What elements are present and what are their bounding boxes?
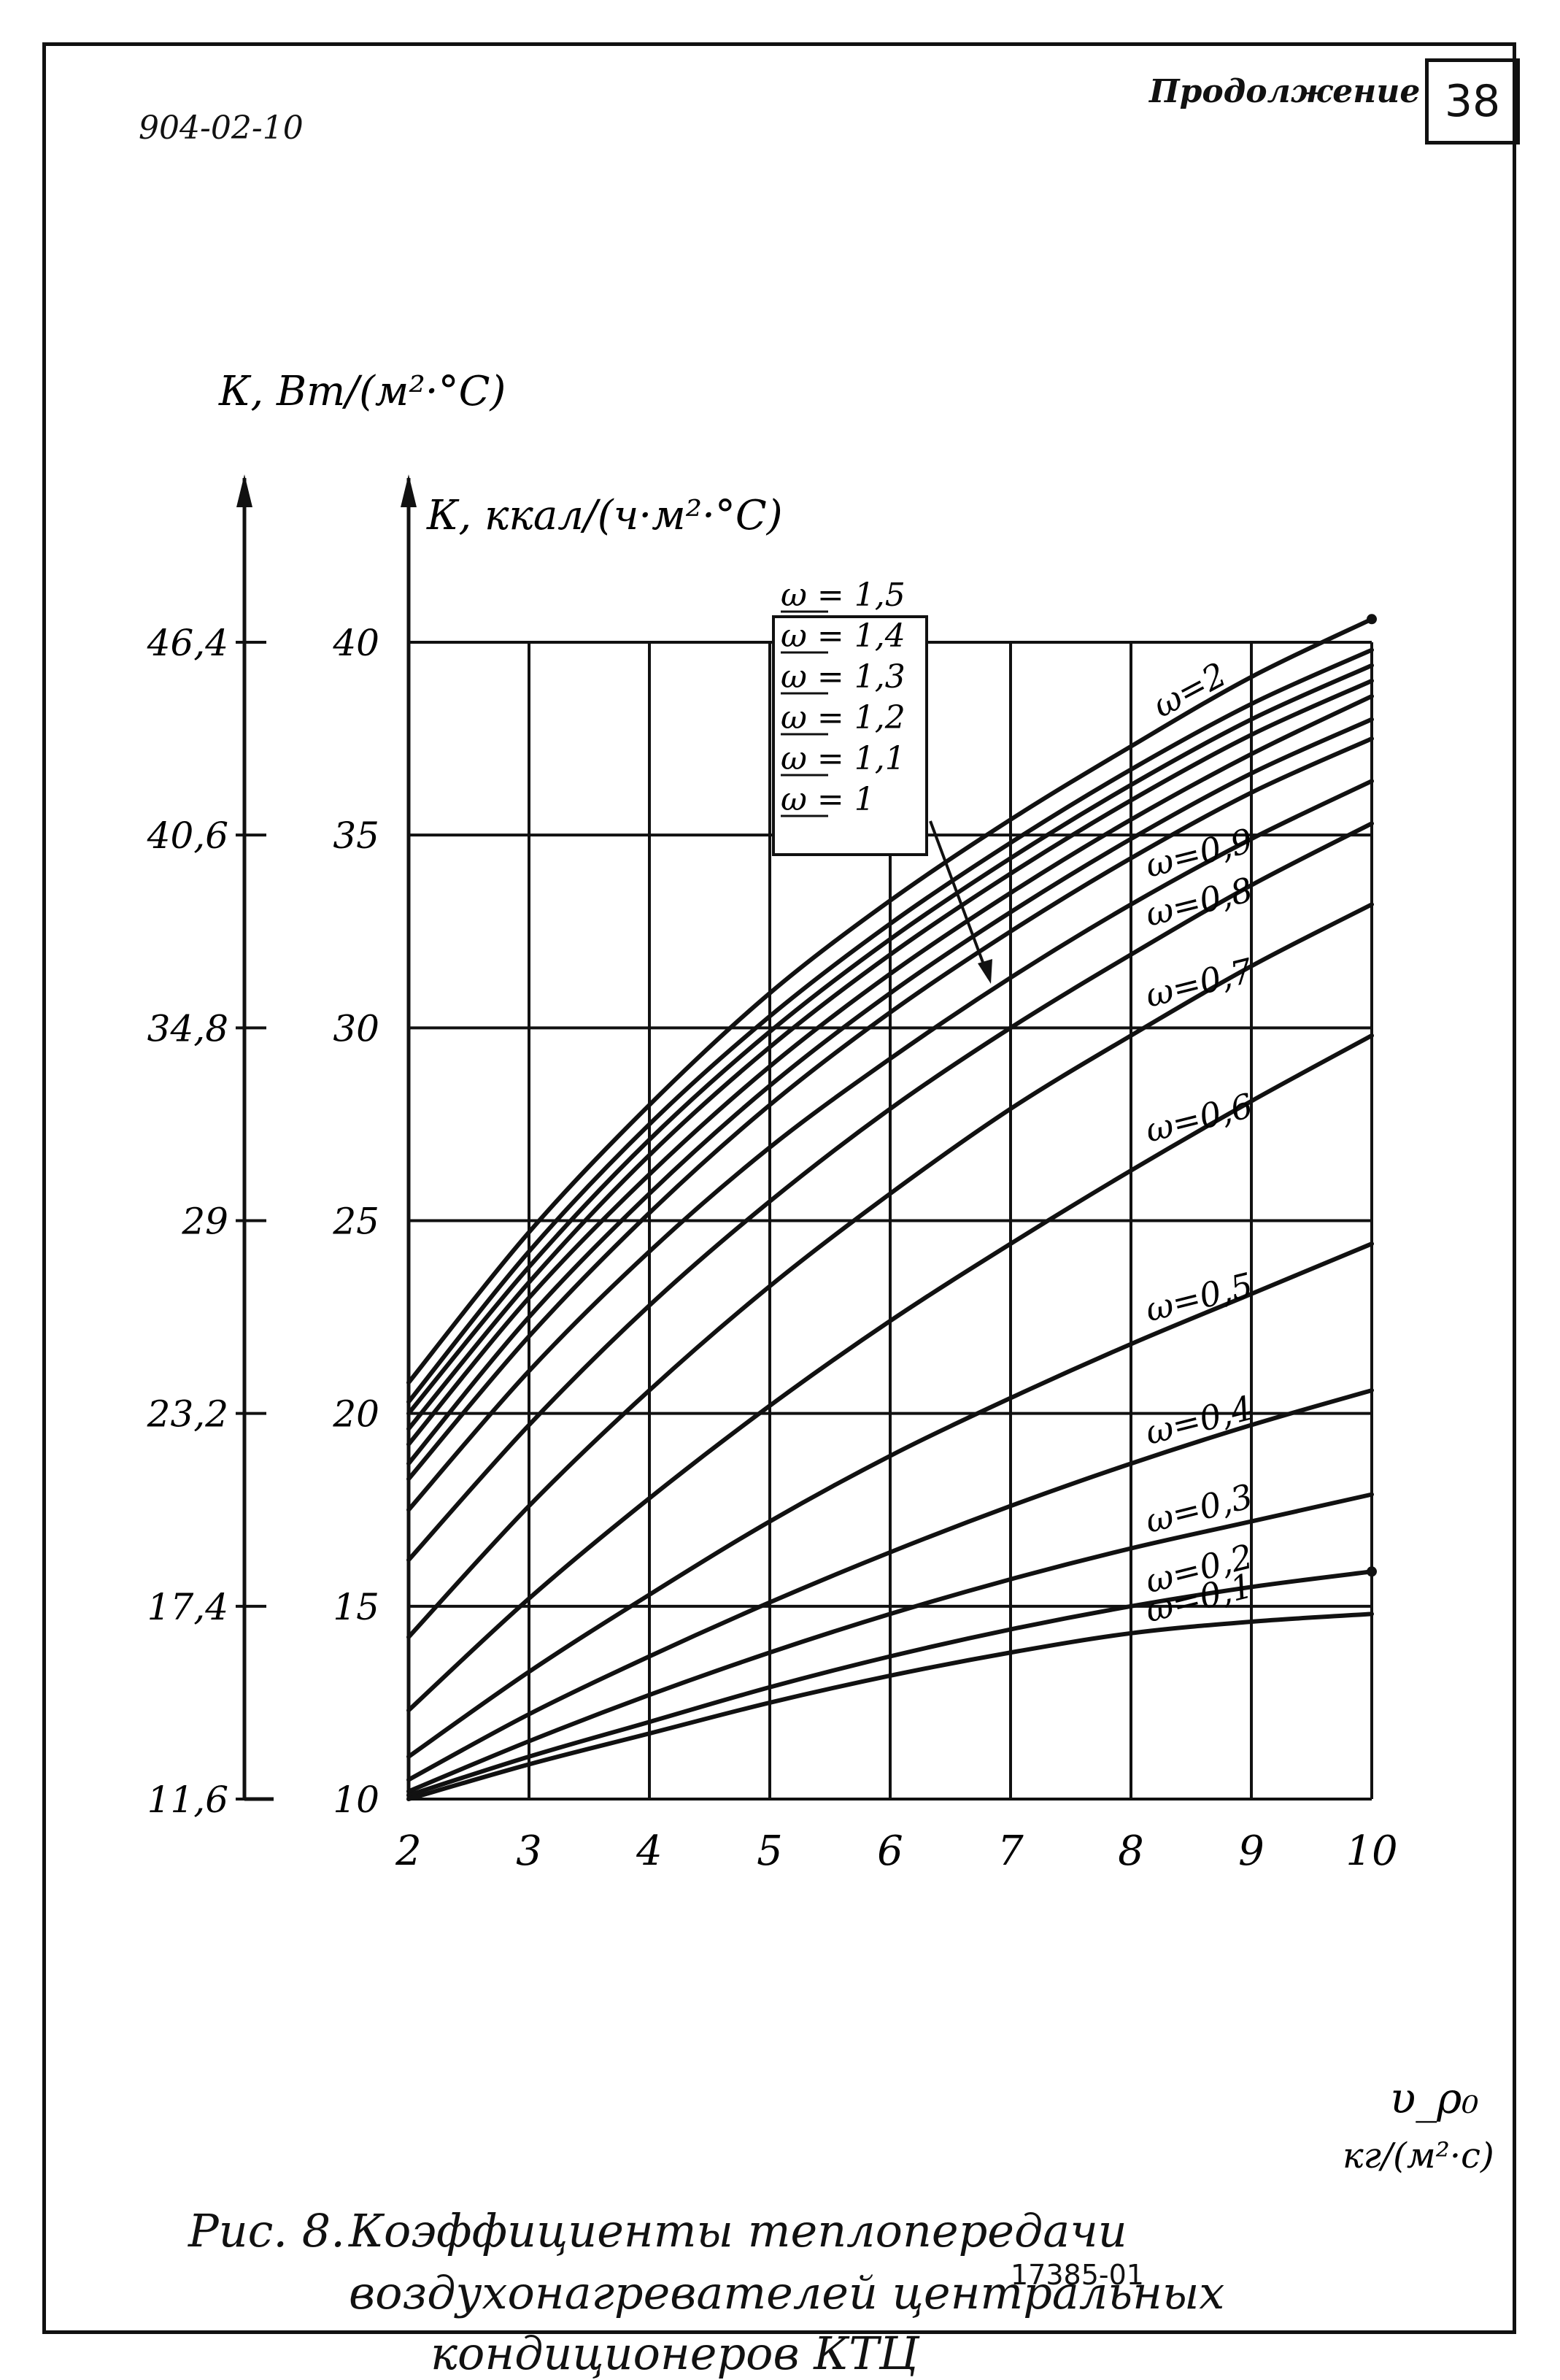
caption-line-2: воздухонагревателей центральных [349, 2266, 1225, 2319]
chart-ticks: 1015202530354011,617,423,22934,840,646,4… [147, 622, 1398, 1875]
y-axis-kcal-arrow [401, 474, 417, 507]
page-number-box: 38 [1425, 58, 1520, 145]
legend-entry-4: ω = 1,1 [781, 740, 906, 777]
chart-legend-box: ω = 1,5ω = 1,4ω = 1,3ω = 1,2 ω = 1,1 ω = 1 [772, 577, 992, 984]
series-line-10 [406, 1033, 1374, 1713]
x-tick-10: 10 [1345, 1828, 1397, 1875]
y-axis-w-arrow [236, 474, 252, 507]
document-code: 904-02-10 [139, 109, 304, 147]
y-tick-w-5: 40,6 [147, 814, 228, 857]
line-label-0: ω=2 [1146, 655, 1232, 725]
legend-pointer-line [929, 820, 990, 979]
y-tick-kcal-20: 20 [332, 1393, 379, 1436]
y-tick-kcal-15: 15 [333, 1586, 379, 1628]
y-tick-w-3: 29 [181, 1201, 228, 1243]
y-tick-kcal-30: 30 [333, 1007, 379, 1050]
page-number: 38 [1444, 76, 1501, 127]
series-line-1 [406, 647, 1374, 1404]
chart-series [406, 614, 1377, 1801]
x-tick-9: 9 [1238, 1828, 1264, 1875]
y-axis-label-w: К, Вт/(м²·°С) [218, 368, 506, 415]
x-tick-2: 2 [395, 1828, 422, 1875]
series-line-7 [406, 779, 1374, 1512]
series-line-11 [406, 1241, 1374, 1759]
y-tick-w-6: 46,4 [147, 622, 228, 664]
y-tick-w-2: 23,2 [147, 1393, 228, 1436]
series-line-15 [406, 1611, 1374, 1801]
legend-entry-0: ω = 1,5 [781, 577, 906, 614]
drawing-frame [42, 42, 1516, 2334]
series-line-8 [406, 821, 1374, 1563]
series-line-0 [406, 617, 1374, 1385]
series-line-6 [406, 736, 1374, 1482]
series-line-5 [406, 717, 1374, 1466]
y-tick-w-4: 34,8 [147, 1007, 228, 1050]
series-line-13 [406, 1492, 1374, 1794]
x-tick-3: 3 [516, 1828, 542, 1875]
legend-entry-1: ω = 1,4 [781, 617, 906, 655]
y-tick-kcal-35: 35 [333, 814, 379, 857]
series-line-2 [406, 663, 1374, 1416]
x-axis-unit: кг/(м²·с) [1343, 2136, 1494, 2176]
caption-line-3: кондиционеров КТЦ [430, 2327, 919, 2380]
caption-line-1: Коэффициенты теплопередачи [349, 2204, 1127, 2257]
series-line-9 [406, 902, 1374, 1640]
x-tick-8: 8 [1118, 1828, 1144, 1875]
end-point-low [1367, 1566, 1377, 1577]
end-point-top [1367, 614, 1377, 625]
legend-pointer-arrow [978, 959, 992, 984]
series-line-3 [406, 678, 1374, 1431]
y-tick-kcal-10: 10 [333, 1779, 379, 1821]
x-tick-6: 6 [877, 1828, 903, 1875]
y-tick-kcal-25: 25 [332, 1201, 379, 1243]
continued-label: Продолжение [1149, 73, 1421, 110]
x-tick-5: 5 [757, 1828, 783, 1875]
series-line-12 [406, 1387, 1374, 1782]
legend-entry-5: ω = 1 [781, 781, 875, 818]
y-tick-w-0: 11,6 [147, 1779, 228, 1821]
x-tick-7: 7 [997, 1828, 1024, 1875]
legend-entry-2: ω = 1,3 [781, 658, 906, 696]
chart-axes [236, 474, 417, 1801]
caption-label: Рис. 8. [188, 2204, 345, 2257]
x-axis-label: υ_ρ₀ [1390, 2073, 1479, 2123]
legend-entry-3: ω = 1,2 [781, 699, 906, 736]
footer-code: 17385-01 [1011, 2259, 1144, 2291]
line-label-5: ω=0,5 [1141, 1265, 1256, 1329]
series-line-14 [406, 1569, 1374, 1798]
x-tick-4: 4 [636, 1828, 663, 1875]
series-line-4 [406, 693, 1374, 1447]
y-tick-kcal-40: 40 [332, 622, 379, 664]
y-tick-w-1: 17,4 [147, 1586, 228, 1628]
y-axis-label-kcal: К, ккал/(ч·м²·°С) [426, 492, 783, 539]
line-label-4: ω=0,6 [1141, 1085, 1256, 1149]
line-label-3: ω=0,7 [1141, 950, 1257, 1015]
